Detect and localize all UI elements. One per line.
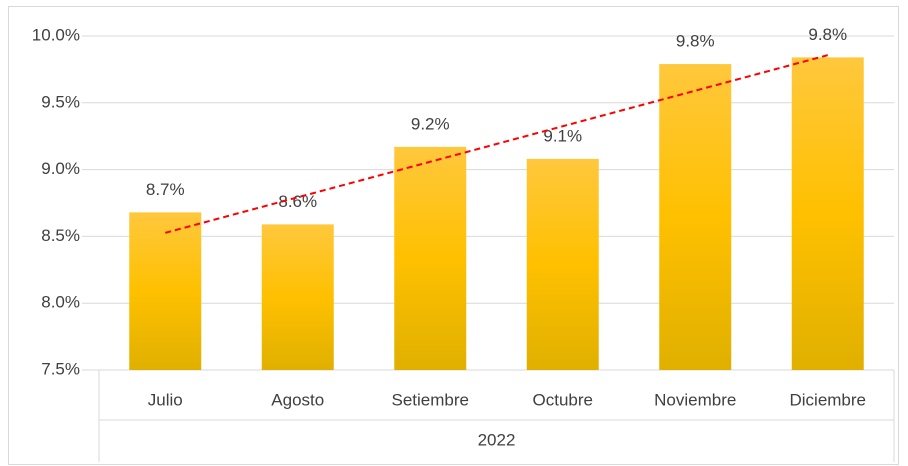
bar: [791, 57, 864, 370]
y-tick-label: 9.0%: [41, 159, 80, 178]
bar: [261, 224, 334, 370]
group-label: 2022: [478, 430, 516, 449]
y-tick-label: 9.5%: [41, 92, 80, 111]
bar: [394, 146, 467, 370]
bar: [129, 212, 202, 370]
data-label: 8.6%: [278, 192, 317, 211]
x-tick-label: Julio: [148, 390, 183, 409]
data-label: 9.8%: [676, 32, 715, 51]
data-label: 9.1%: [543, 126, 582, 145]
x-tick-label: Agosto: [271, 390, 324, 409]
data-label: 8.7%: [146, 180, 185, 199]
bar: [659, 64, 732, 370]
y-tick-label: 8.0%: [41, 293, 80, 312]
data-label: 9.2%: [411, 114, 450, 133]
y-tick-label: 8.5%: [41, 226, 80, 245]
x-tick-label: Setiembre: [392, 390, 469, 409]
trendline: [164, 54, 829, 234]
x-tick-label: Diciembre: [789, 390, 866, 409]
x-tick-label: Noviembre: [654, 390, 736, 409]
x-tick-label: Octubre: [533, 390, 593, 409]
y-tick-label: 7.5%: [41, 359, 80, 378]
y-tick-label: 10.0%: [32, 25, 80, 44]
bar: [526, 158, 599, 370]
data-label: 9.8%: [808, 25, 847, 44]
